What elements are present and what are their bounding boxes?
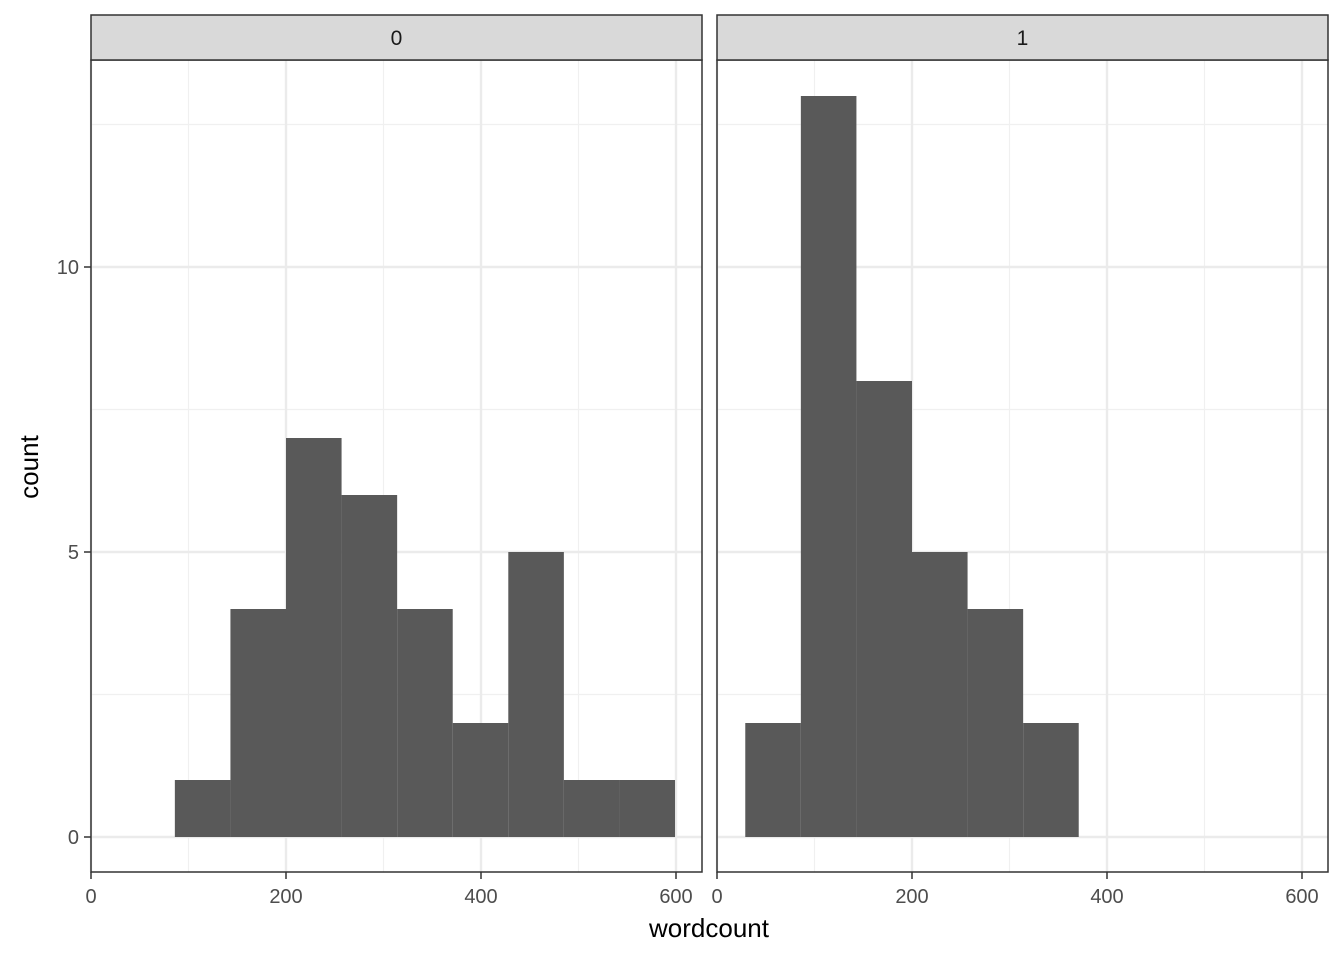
histogram-bar <box>397 609 453 837</box>
histogram-bar <box>619 780 676 837</box>
histogram-bar <box>341 495 398 837</box>
y-tick-label: 10 <box>57 257 79 279</box>
x-tick-label: 400 <box>464 886 497 908</box>
histogram-bar <box>912 552 968 837</box>
x-axis-title: wordcount <box>648 913 770 943</box>
facet-strip-label: 1 <box>1017 27 1029 50</box>
x-tick-label: 200 <box>895 886 928 908</box>
facet-strip <box>716 14 1329 61</box>
histogram-bar <box>174 780 231 837</box>
x-tick-label: 200 <box>269 886 302 908</box>
histogram-bar <box>800 96 857 837</box>
histogram-bar <box>508 552 564 837</box>
x-tick-label: 400 <box>1090 886 1123 908</box>
facet-strip-label: 0 <box>391 27 403 50</box>
x-tick-label: 600 <box>659 886 692 908</box>
x-tick-label: 600 <box>1285 886 1318 908</box>
facet-strip <box>90 14 703 61</box>
y-axis-title: count <box>14 434 44 498</box>
histogram-bar <box>1023 723 1079 837</box>
histogram-bar <box>286 438 342 837</box>
histogram-bar <box>452 723 509 837</box>
histogram-bar <box>856 381 912 837</box>
histogram-bar <box>745 723 801 837</box>
histogram-bar <box>967 609 1024 837</box>
facet-panel-0: 0 0 200 400 600 <box>85 14 703 908</box>
facet-panel-1: 1 0 200 400 600 <box>711 14 1329 908</box>
x-tick-label: 0 <box>85 886 96 908</box>
y-tick-label: 0 <box>68 827 79 849</box>
y-tick-label: 5 <box>68 542 79 564</box>
histogram-bar <box>230 609 286 837</box>
x-tick-label: 0 <box>711 886 722 908</box>
histogram-bar <box>563 780 620 837</box>
